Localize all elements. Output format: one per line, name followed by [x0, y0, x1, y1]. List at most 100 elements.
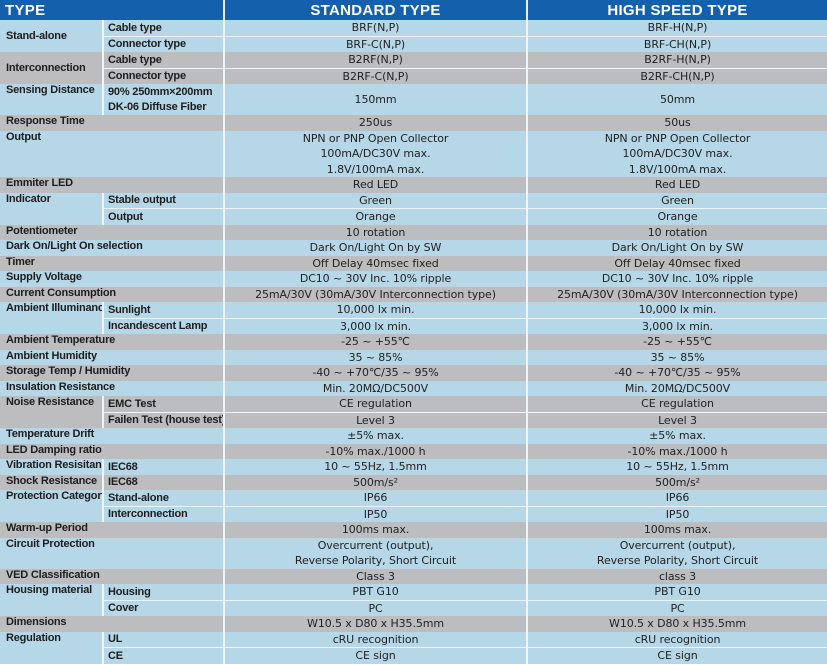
spec-row: Housing material Housing PBT G10 PBT G10: [0, 584, 827, 616]
spec-row: Warm-up Period 100ms max. 100ms max.: [0, 522, 827, 538]
standard-value: CE regulation: [223, 396, 528, 412]
spec-label: Output: [0, 130, 225, 177]
high-value: class 3: [658, 569, 697, 583]
standard-value-cell: -25 ~ +55℃: [223, 334, 528, 350]
spec-sublabel: Connector type: [101, 35, 225, 52]
spec-row: Connector type BRF-C(N,P) BRF-CH(N,P): [0, 35, 827, 52]
spec-label: Housing material: [0, 584, 103, 616]
standard-value: 100mA/DC30V max.: [320, 147, 431, 160]
high-value-cell: 500m/s²: [526, 474, 827, 490]
standard-value: 250us: [358, 116, 393, 129]
spec-row: Supply Voltage DC10 ~ 30V Inc. 10% ripple…: [0, 271, 827, 287]
spec-sublabel: Cover: [101, 599, 225, 616]
standard-value-cell: -40 ~ +70℃/35 ~ 95%: [223, 365, 528, 381]
standard-value-cell: W10.5 x D80 x H35.5mm: [223, 616, 528, 632]
spec-body: Stand-alone Cable type BRF(N,P) BRF-H(N,P) C…: [0, 20, 827, 664]
high-value: -10% max./1000 h: [627, 444, 728, 458]
high-value: 10,000 lx min.: [526, 302, 827, 318]
high-value: Orange: [526, 208, 827, 225]
spec-label: Sensing Distance: [0, 84, 103, 115]
spec-label: Current Consumption: [0, 286, 225, 302]
spec-label: Regulation: [0, 631, 103, 664]
standard-value-cell: DC10 ~ 30V Inc. 10% ripple: [223, 271, 528, 287]
high-value-cell: Off Delay 40msec fixed: [526, 255, 827, 271]
spec-label: Dimensions: [0, 616, 225, 632]
spec-label: Potentiometer: [0, 224, 225, 240]
standard-value: IP66: [223, 490, 528, 506]
spec-sublabel: Sunlight: [101, 302, 225, 318]
high-value: -25 ~ +55℃: [643, 335, 712, 348]
spec-label: Indicator: [0, 192, 103, 225]
high-value: PBT G10: [526, 584, 827, 600]
high-value: 50mm: [660, 92, 696, 106]
spec-row: Stand-alone Cable type BRF(N,P) BRF-H(N,P): [0, 20, 827, 52]
high-value: PC: [526, 599, 827, 616]
standard-value: Dark On/Light On by SW: [309, 241, 442, 254]
high-value: 100mA/DC30V max.: [622, 147, 733, 160]
spec-row: Regulation UL cRU recognition cRU recogniti…: [0, 631, 827, 664]
spec-row: VED Classification Class 3 class 3: [0, 568, 827, 584]
spec-sublabel: Connector type: [101, 67, 225, 84]
standard-value: 150mm: [354, 92, 397, 106]
high-value: CE sign: [526, 647, 827, 664]
standard-value-cell: 35 ~ 85%: [223, 349, 528, 365]
high-value-cell: Red LED: [526, 177, 827, 193]
standard-value-cell: 500m/s²: [223, 474, 528, 490]
spec-row: Ambient Illuminance Sunlight 10,000 lx min…: [0, 302, 827, 334]
spec-label: Warm-up Period: [0, 522, 225, 538]
standard-value-cell: Red LED: [223, 177, 528, 193]
spec-row: Timer Off Delay 40msec fixed Off Delay 40m…: [0, 255, 827, 271]
high-value: 500m/s²: [655, 475, 700, 489]
high-value: Min. 20MΩ/DC500V: [624, 381, 731, 395]
standard-value: BRF-C(N,P): [223, 35, 528, 52]
high-value-cell: Min. 20MΩ/DC500V: [526, 380, 827, 396]
high-value: 25mA/30V (30mA/30V Interconnection type): [557, 287, 798, 301]
spec-row: Vibration Resisitance IEC68 10 ~ 55Hz, 1.5…: [0, 459, 827, 475]
standard-value: 10,000 lx min.: [223, 302, 528, 318]
standard-value-cell: Dark On/Light On by SW: [223, 240, 528, 256]
spec-label: Supply Voltage: [0, 271, 225, 287]
high-value-cell: -10% max./1000 h: [526, 443, 827, 459]
high-value: IP66: [526, 490, 827, 506]
spec-label: Temperature Drift: [0, 428, 225, 444]
spec-row: Protection Category Stand-alone IP66 IP66: [0, 490, 827, 522]
high-value: B2RF-CH(N,P): [526, 67, 827, 84]
spec-sublabel: Stand-alone: [101, 490, 225, 506]
standard-value: BRF(N,P): [223, 20, 528, 36]
spec-label: Ambient Temperature: [0, 334, 225, 350]
spec-row: Ambient Temperature -25 ~ +55℃ -25 ~ +55℃: [0, 334, 827, 350]
high-value: 1.8V/100mA max.: [628, 162, 727, 176]
standard-value: 1.8V/100mA max.: [326, 162, 425, 176]
spec-sublabel: DK-06 Diffuse Fiber: [101, 99, 225, 115]
standard-value: Level 3: [223, 411, 528, 428]
high-value-cell: NPN or PNP Open Collector 100mA/DC30V max…: [526, 130, 827, 177]
standard-value: NPN or PNP Open Collector: [302, 131, 449, 145]
standard-value: ±5% max.: [347, 429, 404, 442]
spec-sublabel: Output: [101, 208, 225, 225]
standard-value: Min. 20MΩ/DC500V: [322, 381, 429, 395]
spec-row: Storage Temp / Humidity -40 ~ +70℃/35 ~ 9…: [0, 365, 827, 381]
standard-value: 10 rotation: [345, 225, 406, 239]
standard-value: -25 ~ +55℃: [341, 335, 410, 348]
spec-sublabel: Interconnection: [101, 505, 225, 522]
spec-sublabel: Cable type: [101, 20, 225, 36]
high-value-cell: Overcurrent (output), Reverse Polarity, S…: [526, 537, 827, 569]
spec-sublabel: IEC68: [101, 474, 225, 490]
high-value: NPN or PNP Open Collector: [604, 131, 751, 145]
standard-value-cell: Overcurrent (output), Reverse Polarity, S…: [223, 537, 528, 569]
spec-label: Ambient Illuminance: [0, 302, 103, 334]
standard-value: Red LED: [352, 178, 399, 191]
standard-value: Class 3: [356, 569, 395, 583]
spec-row: Current Consumption 25mA/30V (30mA/30V In…: [0, 286, 827, 302]
spec-sublabel: CE: [101, 647, 225, 664]
high-value-cell: 100ms max.: [526, 522, 827, 538]
spec-row: Temperature Drift ±5% max. ±5% max.: [0, 428, 827, 444]
standard-value: B2RF-C(N,P): [223, 67, 528, 84]
spec-row: LED Damping ratio -10% max./1000 h -10% ma…: [0, 443, 827, 459]
standard-value: CE sign: [223, 647, 528, 664]
spec-label: Interconnection: [0, 52, 103, 84]
standard-value: IP50: [223, 505, 528, 522]
spec-label: VED Classification: [0, 568, 225, 584]
standard-value: 10 ~ 55Hz, 1.5mm: [324, 460, 427, 473]
